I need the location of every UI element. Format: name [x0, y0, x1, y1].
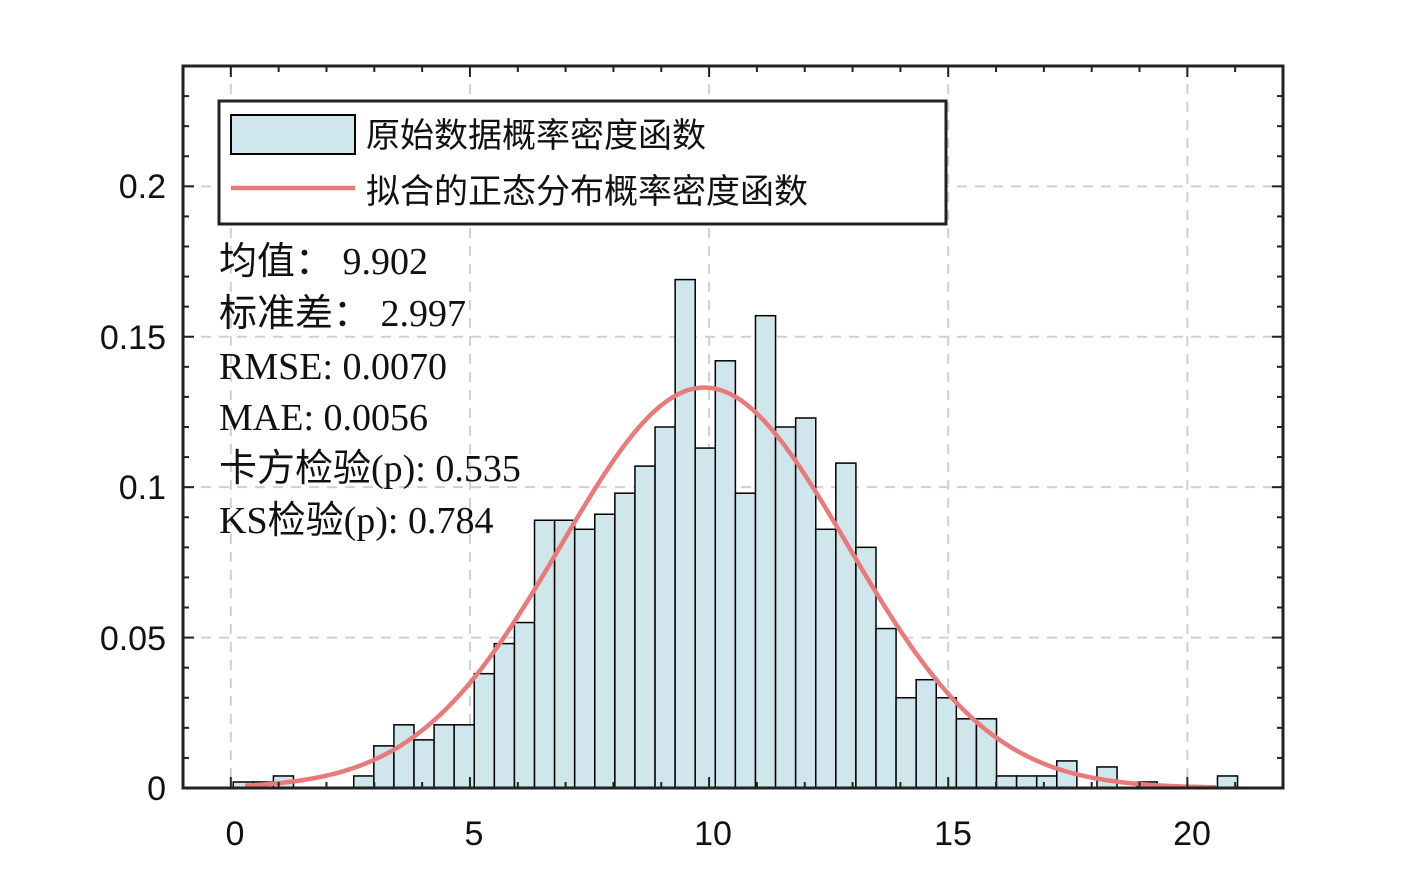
stat-mae: MAE: 0.0056 [219, 397, 428, 439]
histogram-bar [352, 775, 375, 789]
stat-rmse: RMSE: 0.0070 [219, 346, 447, 388]
stat-std: 标准差： 2.997 [219, 293, 466, 335]
x-tick-label: 10 [694, 815, 732, 853]
histogram-bar [915, 678, 938, 789]
histogram-bar [835, 462, 857, 789]
histogram-bars [232, 278, 1239, 789]
x-tick-label: 20 [1173, 815, 1211, 853]
histogram-bar [714, 360, 737, 789]
y-tick-label: 0 [147, 770, 166, 808]
stat-ks: KS检验(p): 0.784 [219, 500, 493, 542]
histogram-bar [473, 672, 496, 789]
histogram-bar [955, 718, 978, 789]
x-tick-label: 0 [226, 815, 245, 853]
histogram-bar [553, 519, 576, 789]
histogram-bar [674, 278, 696, 789]
y-tick-label: 0.1 [119, 469, 166, 507]
histogram-bar [453, 724, 476, 789]
histogram-bar [774, 426, 797, 789]
histogram-bar [634, 465, 656, 789]
x-tick-label: 15 [934, 815, 972, 853]
plot-frame [181, 64, 1285, 790]
histogram-bar [573, 528, 596, 789]
histogram-bar [413, 739, 435, 789]
legend-label-histogram: 原始数据概率密度函数 [366, 116, 706, 156]
histogram-bar [513, 621, 536, 789]
histogram-bar [895, 697, 917, 789]
histogram-bar [433, 724, 455, 789]
histogram-bar [935, 697, 958, 789]
x-tick-label: 5 [465, 815, 484, 853]
histogram-bar [614, 492, 636, 789]
statistics-annotations: 均值： 9.902 标准差： 2.997 RMSE: 0.0070 MAE: 0… [219, 241, 521, 542]
y-tick-labels: 0 0.05 0.1 0.15 0.2 [100, 168, 166, 808]
histogram-bar [814, 528, 837, 789]
legend-swatch-histogram [230, 114, 356, 155]
histogram-bar [393, 724, 415, 789]
histogram-bar [995, 775, 1018, 789]
histogram-bar [1035, 775, 1058, 789]
histogram-bar [493, 642, 516, 789]
stat-mean: 均值： 9.902 [219, 241, 428, 283]
y-tick-label: 0.15 [100, 319, 166, 357]
histogram-bar [875, 627, 897, 789]
normal-fit-curve [245, 385, 1217, 790]
histogram-bar [694, 447, 717, 789]
histogram-bar [734, 492, 757, 789]
y-tick-label: 0.05 [100, 620, 166, 658]
histogram-bar [754, 314, 777, 789]
legend-label-fit-curve: 拟合的正态分布概率密度函数 [366, 172, 808, 212]
histogram-bar [594, 513, 616, 789]
histogram-bar [1015, 775, 1038, 789]
legend: 原始数据概率密度函数 拟合的正态分布概率密度函数 [217, 99, 948, 226]
y-tick-label: 0.2 [119, 168, 166, 206]
histogram-bar [654, 426, 676, 789]
x-tick-labels: 0 5 10 15 20 [226, 815, 1211, 853]
axis-ticks [182, 65, 1284, 789]
stat-chi-square: 卡方检验(p): 0.535 [219, 448, 521, 490]
